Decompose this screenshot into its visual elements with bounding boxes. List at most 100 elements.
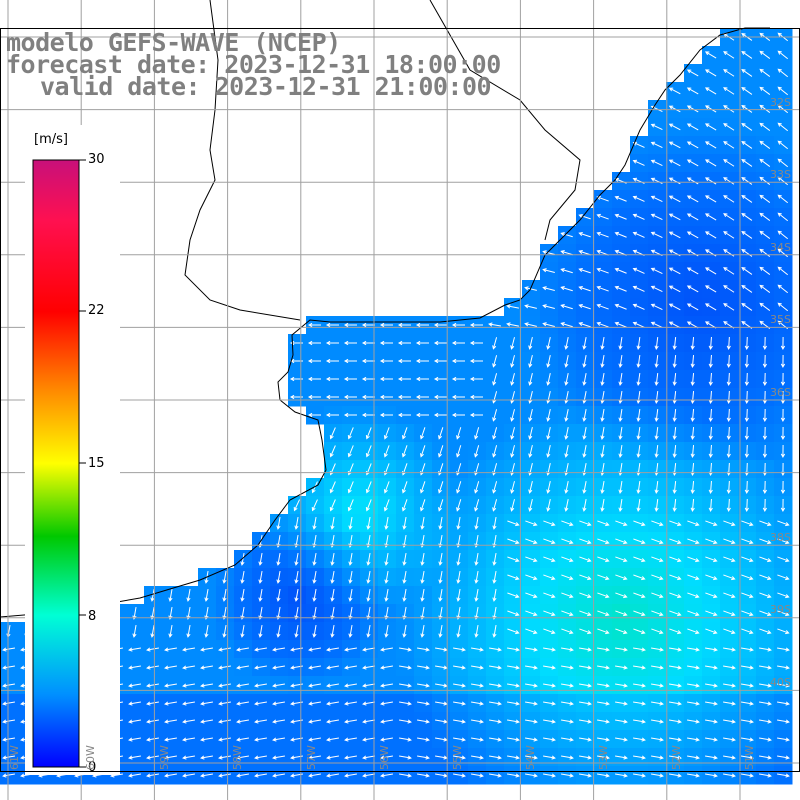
wind-arrow	[564, 337, 569, 350]
wind-arrow	[379, 340, 393, 346]
wind-arrow	[510, 499, 515, 512]
wind-arrow	[615, 773, 628, 778]
wind-arrow	[723, 159, 735, 167]
wind-arrow	[399, 701, 412, 706]
wind-arrow	[362, 719, 375, 724]
wind-arrow	[397, 376, 411, 382]
wind-arrow	[708, 426, 713, 441]
wind-arrow	[525, 520, 538, 527]
wind-arrow	[492, 481, 498, 494]
wind-arrow	[741, 628, 754, 635]
wind-arrow	[164, 773, 177, 778]
wind-arrow	[218, 683, 231, 688]
wind-arrow	[361, 376, 375, 382]
wind-arrow	[150, 589, 155, 602]
wind-arrow	[128, 737, 141, 742]
wind-arrow	[633, 628, 646, 635]
wind-arrow	[254, 665, 267, 670]
wind-arrow	[543, 719, 556, 724]
wind-arrow	[438, 607, 443, 620]
wind-arrow	[777, 538, 790, 545]
wind-arrow	[741, 665, 754, 670]
wind-arrow	[150, 607, 155, 620]
wind-arrow	[182, 773, 195, 778]
wind-arrow	[308, 665, 321, 670]
wind-arrow	[704, 87, 717, 95]
lat-label: 34S	[770, 241, 791, 254]
wind-arrow	[542, 286, 555, 292]
wind-arrow	[384, 607, 389, 620]
wind-arrow	[759, 701, 772, 706]
wind-arrow	[777, 683, 790, 688]
wind-arrow	[528, 409, 533, 422]
wind-arrow	[415, 340, 429, 346]
wind-arrow	[456, 589, 461, 602]
wind-arrow	[741, 773, 754, 778]
wind-arrow	[741, 122, 753, 131]
wind-arrow	[456, 517, 461, 530]
wind-arrow	[669, 628, 682, 635]
wind-arrow	[146, 737, 159, 742]
wind-arrow	[182, 737, 195, 742]
wind-arrow	[182, 701, 195, 706]
wind-arrow	[582, 391, 587, 404]
wind-arrow	[651, 755, 664, 760]
wind-arrow	[254, 719, 267, 724]
wind-arrow	[456, 445, 462, 458]
wind-arrow	[186, 589, 191, 602]
wind-arrow	[383, 481, 390, 494]
wind-arrow	[636, 444, 641, 458]
wind-arrow	[401, 481, 408, 494]
lon-label: 52W	[670, 745, 683, 770]
wind-arrow	[744, 408, 749, 423]
wind-arrow	[582, 355, 587, 368]
wind-arrow	[726, 372, 731, 387]
wind-arrow	[543, 628, 556, 635]
wind-arrow	[492, 553, 497, 566]
wind-arrow	[633, 556, 646, 563]
wind-arrow	[723, 51, 735, 59]
wind-arrow	[330, 571, 335, 584]
wind-arrow	[741, 68, 753, 77]
wind-arrow	[759, 266, 771, 275]
wind-arrow	[632, 285, 645, 292]
wind-arrow	[344, 701, 357, 706]
wind-arrow	[380, 773, 393, 778]
wind-arrow	[326, 773, 339, 778]
wind-arrow	[686, 231, 699, 239]
wind-arrow	[401, 427, 408, 440]
wind-arrow	[579, 520, 592, 527]
wind-arrow	[636, 390, 641, 404]
wind-arrow	[507, 520, 520, 527]
wind-arrow	[379, 412, 393, 418]
lat-label: 39S	[770, 603, 791, 616]
wind-arrow	[474, 427, 480, 440]
wind-arrow	[542, 268, 555, 274]
wind-arrow	[632, 213, 645, 220]
wind-arrow	[528, 391, 533, 404]
wind-arrow	[2, 683, 15, 688]
wind-arrow	[453, 701, 466, 706]
wind-arrow	[636, 336, 641, 350]
wind-arrow	[456, 625, 461, 638]
wind-arrow	[741, 176, 753, 185]
wind-arrow	[579, 665, 592, 670]
wind-arrow	[146, 719, 159, 724]
wind-arrow	[325, 412, 339, 418]
wind-arrow	[528, 373, 533, 386]
wind-arrow	[708, 408, 713, 423]
wind-arrow	[600, 337, 605, 350]
lon-label: 51W	[743, 745, 756, 770]
wind-arrow	[348, 607, 353, 620]
wind-arrow	[686, 123, 699, 131]
wind-arrow	[325, 340, 339, 346]
wind-arrow	[687, 574, 700, 581]
wind-arrow	[704, 141, 717, 149]
wind-arrow	[415, 358, 429, 364]
wind-arrow	[759, 68, 771, 77]
wind-arrow	[399, 683, 412, 688]
map-title-valid: valid date: 2023-12-31 21:00:00	[40, 72, 492, 101]
wind-arrow	[723, 574, 736, 581]
wind-arrow	[759, 302, 771, 311]
wind-arrow	[759, 719, 772, 724]
